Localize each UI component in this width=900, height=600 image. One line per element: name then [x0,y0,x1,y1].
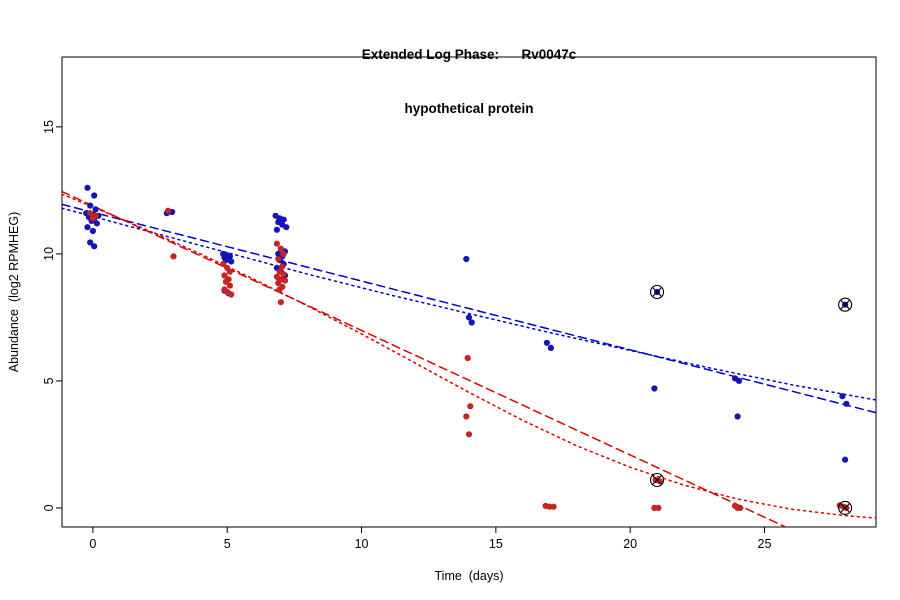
y-tick-label: 5 [42,377,56,384]
flagged-marker-cross [652,475,663,485]
data-point-red [222,278,229,285]
data-point-blue [93,220,100,227]
data-point-blue [842,456,849,463]
data-point-red [87,210,94,217]
data-point-red [226,268,233,275]
data-point-blue [91,243,98,250]
data-point-blue [84,224,91,231]
fit-line-blue-linear [62,203,876,414]
data-point-red [170,253,177,260]
data-point-red [277,299,284,306]
x-tick-label: 25 [758,537,772,551]
data-point-red [275,280,282,287]
data-point-blue [651,385,658,392]
data-point-blue [92,206,99,213]
flagged-marker-circle [650,284,665,300]
data-point-red [737,504,744,511]
data-point-red [463,413,470,420]
data-point-red [464,355,471,362]
flagged-marker-cross [840,299,851,310]
data-point-red [277,245,284,252]
data-point-red [221,272,228,279]
data-point-blue [465,314,473,321]
y-tick-label: 10 [42,247,56,261]
data-point-red [280,271,287,278]
chart-title: Extended Log Phase: Rv0047c [361,47,577,62]
y-axis-label: Abundance (log2 RPMHEG) [7,211,21,373]
data-point-red [280,250,287,257]
plot-area [62,184,876,527]
chart-subtitle: hypothetical protein [404,101,534,116]
data-point-red [467,403,474,410]
data-point-red [226,282,233,289]
data-point-blue [735,377,743,384]
x-tick-label: 0 [89,537,96,551]
data-point-red [465,431,473,438]
data-point-blue [87,202,94,209]
data-point-red [220,261,227,268]
x-tick-label: 20 [623,537,637,551]
data-point-red [276,286,283,293]
flagged-marker-circle [838,297,853,312]
data-point-red [550,503,557,510]
data-point-blue [273,226,280,233]
data-point-red [228,291,235,298]
data-point-red [656,478,663,485]
flagged-marker-circle [838,500,853,515]
data-point-blue [543,339,551,346]
data-point-blue [839,393,846,400]
plot-frame [61,56,877,528]
data-point-blue [463,255,470,263]
data-point-blue [228,258,235,265]
data-point-blue [91,192,98,199]
x-tick-label: 5 [224,537,231,551]
flagged-marker-circle [650,472,665,488]
data-point-red [89,215,96,222]
data-point-blue [283,224,290,231]
data-point-red [273,240,280,247]
data-point-red [281,277,289,284]
x-tick-label: 10 [355,537,369,551]
data-point-red [279,263,286,270]
data-point-red [165,207,172,214]
fit-line-blue-curve [62,207,876,401]
y-tick-label: 15 [42,120,56,134]
data-point-blue [280,216,287,223]
x-axis-label: Time (days) [434,569,504,583]
data-point-blue [734,413,741,420]
chart-title-block: Extended Log Phase: Rv0047c hypothetical… [62,10,876,154]
data-point-blue [468,319,475,326]
data-point-red [655,504,662,511]
data-point-blue [84,184,91,191]
fit-line-red-linear [62,190,788,527]
flagged-marker-cross [652,287,663,297]
data-point-blue [547,344,555,351]
data-point-red [275,255,282,263]
data-point-red [843,504,850,511]
x-tick-label: 15 [489,537,503,551]
y-tick-label: 0 [42,504,56,511]
data-point-blue [843,400,850,407]
flagged-marker-cross [840,502,851,513]
data-point-blue [89,227,96,235]
data-point-blue [87,239,94,246]
